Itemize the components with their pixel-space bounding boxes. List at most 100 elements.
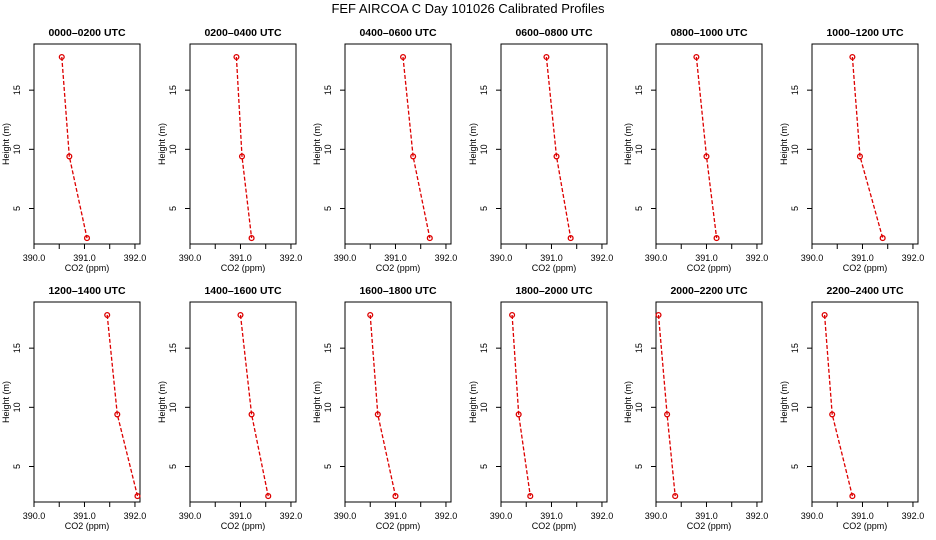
x-tick-label: 392.0 [902, 511, 925, 521]
profile-line [106, 314, 139, 497]
plot-frame [655, 43, 763, 245]
x-tick-label: 391.0 [851, 511, 874, 521]
y-tick-label: 10 [12, 402, 22, 412]
y-tick-label: 15 [168, 343, 178, 353]
x-tick-label: 390.0 [179, 511, 202, 521]
x-axis-label: CO2 (ppm) [65, 263, 110, 273]
x-tick-label: 392.0 [435, 253, 458, 263]
y-tick-label: 5 [634, 464, 644, 469]
x-tick-label: 391.0 [384, 253, 407, 263]
profile-line [657, 314, 676, 497]
x-tick-label: 390.0 [334, 253, 357, 263]
x-axis-label: CO2 (ppm) [687, 521, 732, 531]
x-tick-label: 391.0 [695, 253, 718, 263]
y-axis-label: Height (m) [157, 381, 167, 423]
y-tick-label: 15 [323, 85, 333, 95]
panel-title: 0200–0400 UTC [204, 27, 281, 39]
plot-frame [33, 43, 141, 245]
x-axis-label: CO2 (ppm) [843, 263, 888, 273]
panel-9: 1600–1800 UTC 390.0 391.0 392.0 CO2 (ppm) 5 10… [312, 285, 457, 531]
y-axis-label: Height (m) [312, 381, 322, 423]
y-tick-label: 5 [479, 206, 489, 211]
data-point [672, 493, 679, 500]
profile-line [402, 56, 431, 239]
x-axis-label: CO2 (ppm) [376, 263, 421, 273]
data-point [821, 311, 828, 319]
data-point [426, 235, 433, 242]
data-point [655, 311, 662, 319]
panel-8: 1400–1600 UTC 390.0 391.0 392.0 CO2 (ppm) 5 10… [157, 285, 302, 531]
data-point [553, 153, 560, 160]
data-point [233, 53, 240, 61]
y-axis-label: Height (m) [623, 381, 633, 423]
y-tick-label: 15 [323, 343, 333, 353]
y-axis-label: Height (m) [157, 123, 167, 165]
x-tick-label: 392.0 [124, 511, 147, 521]
x-tick-label: 390.0 [23, 511, 46, 521]
y-tick-label: 15 [12, 343, 22, 353]
y-axis-label: Height (m) [779, 123, 789, 165]
y-tick-label: 5 [479, 464, 489, 469]
x-tick-label: 391.0 [695, 511, 718, 521]
plot-frame [344, 43, 452, 245]
data-point [713, 235, 720, 242]
y-tick-label: 5 [634, 206, 644, 211]
y-tick-label: 10 [634, 402, 644, 412]
y-tick-label: 15 [479, 85, 489, 95]
figure-title: FEF AIRCOA C Day 101026 Calibrated Profi… [331, 1, 605, 16]
x-tick-label: 392.0 [591, 511, 614, 521]
profile-line [851, 56, 884, 239]
y-axis-label: Height (m) [312, 123, 322, 165]
y-tick-label: 5 [12, 206, 22, 211]
data-point [114, 411, 121, 418]
y-tick-label: 10 [790, 144, 800, 154]
panel-title: 2000–2200 UTC [670, 285, 747, 297]
x-axis-label: CO2 (ppm) [532, 521, 577, 531]
x-tick-label: 391.0 [73, 511, 96, 521]
profile-line [823, 314, 854, 497]
y-tick-label: 15 [790, 343, 800, 353]
panel-7: 1200–1400 UTC 390.0 391.0 392.0 CO2 (ppm) 5 10… [1, 285, 146, 531]
data-point [527, 493, 534, 500]
y-tick-label: 5 [790, 464, 800, 469]
data-point [237, 311, 244, 319]
panel-3: 0400–0600 UTC 390.0 391.0 392.0 CO2 (ppm) 5 10… [312, 27, 457, 273]
data-point [367, 311, 374, 319]
profile-line [511, 314, 531, 497]
y-tick-label: 5 [168, 206, 178, 211]
x-tick-label: 391.0 [73, 253, 96, 263]
data-point [83, 235, 91, 242]
x-tick-label: 392.0 [435, 511, 458, 521]
data-point [693, 53, 700, 61]
y-tick-label: 5 [12, 464, 22, 469]
y-axis-label: Height (m) [468, 123, 478, 165]
data-point [248, 411, 255, 418]
y-tick-label: 10 [12, 144, 22, 154]
plot-frame [189, 301, 297, 503]
panel-title: 1800–2000 UTC [515, 285, 592, 297]
x-tick-label: 392.0 [902, 253, 925, 263]
profile-line [695, 56, 718, 239]
x-tick-label: 390.0 [490, 253, 513, 263]
x-axis-label: CO2 (ppm) [221, 263, 266, 273]
panel-title: 0000–0200 UTC [48, 27, 125, 39]
panel-title: 0600–0800 UTC [515, 27, 592, 39]
data-point [703, 153, 710, 160]
data-point [392, 493, 399, 500]
data-point [515, 411, 522, 418]
y-tick-label: 5 [168, 464, 178, 469]
x-tick-label: 390.0 [645, 253, 668, 263]
x-tick-label: 392.0 [746, 511, 769, 521]
plot-frame [655, 301, 763, 503]
data-point [543, 53, 550, 61]
panel-title: 1600–1800 UTC [359, 285, 436, 297]
panel-title: 1200–1400 UTC [48, 285, 125, 297]
x-tick-label: 390.0 [23, 253, 46, 263]
profile-line [61, 56, 88, 239]
y-tick-label: 10 [634, 144, 644, 154]
panel-2: 0200–0400 UTC 390.0 391.0 392.0 CO2 (ppm) 5 10… [157, 27, 302, 273]
x-tick-label: 390.0 [179, 253, 202, 263]
data-point [248, 235, 255, 242]
y-tick-label: 10 [790, 402, 800, 412]
plot-frame [189, 43, 297, 245]
